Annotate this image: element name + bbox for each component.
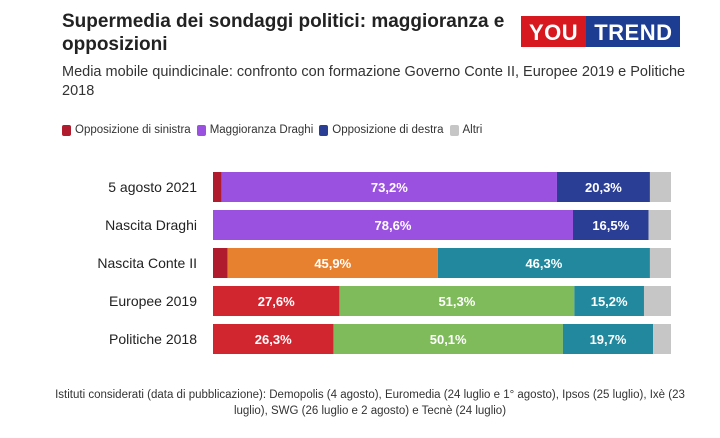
bar-segment bbox=[213, 286, 340, 316]
stacked-bar-chart: 5 agosto 2021 73,2% 20,3% Nascita Draghi 78,… bbox=[97, 172, 671, 354]
category-label: Nascita Conte II bbox=[97, 255, 197, 271]
bar-segment bbox=[213, 324, 334, 354]
legend-item-altri: Altri bbox=[449, 124, 483, 136]
data-label: 45,9% bbox=[314, 256, 351, 271]
bar-segment bbox=[333, 324, 563, 354]
data-label: 50,1% bbox=[430, 332, 467, 347]
bar-segment bbox=[653, 324, 671, 354]
bar-segment bbox=[221, 172, 557, 202]
bar-segment bbox=[649, 172, 671, 202]
bar-segment bbox=[339, 286, 575, 316]
bar-segment bbox=[562, 324, 654, 354]
data-label: 15,2% bbox=[591, 294, 628, 309]
legend-item-opposizione-sinistra: Opposizione di sinistra bbox=[62, 124, 191, 136]
logo-trend: TREND bbox=[586, 16, 681, 47]
bar-segment bbox=[437, 248, 650, 278]
legend-item-maggioranza-draghi: Maggioranza Draghi bbox=[196, 124, 314, 136]
data-label: 78,6% bbox=[375, 218, 412, 233]
legend-label: Opposizione di destra bbox=[332, 124, 444, 136]
bar-segment bbox=[213, 248, 228, 278]
legend-label: Opposizione di sinistra bbox=[75, 124, 191, 136]
category-label: Politiche 2018 bbox=[109, 331, 197, 347]
legend: Opposizione di sinistra Maggioranza Drag… bbox=[62, 124, 488, 136]
legend-label: Maggioranza Draghi bbox=[209, 124, 314, 136]
category-label: Nascita Draghi bbox=[105, 217, 197, 233]
legend-item-opposizione-destra: Opposizione di destra bbox=[319, 124, 444, 136]
chart-title: Supermedia dei sondaggi politici: maggio… bbox=[62, 11, 505, 55]
bar-segment bbox=[574, 286, 644, 316]
youtrend-logo: YOU TREND bbox=[521, 16, 681, 47]
legend-swatch bbox=[319, 124, 329, 136]
legend-swatch bbox=[196, 124, 206, 136]
category-label: 5 agosto 2021 bbox=[108, 179, 197, 195]
data-label: 73,2% bbox=[371, 180, 408, 195]
bar-segment bbox=[227, 248, 438, 278]
data-label: 16,5% bbox=[592, 218, 629, 233]
bar-segment bbox=[572, 210, 649, 240]
data-label: 19,7% bbox=[590, 332, 627, 347]
chart-subtitle: Media mobile quindicinale: confronto con… bbox=[62, 64, 686, 99]
bar-segment bbox=[213, 172, 222, 202]
legend-swatch bbox=[62, 124, 71, 136]
data-label: 46,3% bbox=[525, 256, 562, 271]
legend-label: Altri bbox=[462, 124, 483, 136]
bar-segment bbox=[643, 286, 671, 316]
category-label: Europee 2019 bbox=[109, 293, 197, 309]
bar-segment bbox=[648, 210, 671, 240]
bar-segment bbox=[213, 210, 573, 240]
data-label: 51,3% bbox=[438, 294, 475, 309]
data-label: 27,6% bbox=[258, 294, 295, 309]
legend-swatch bbox=[449, 124, 459, 136]
data-label: 26,3% bbox=[255, 332, 292, 347]
logo-you: YOU bbox=[521, 16, 587, 47]
footnote: Istituti considerati (data di pubblicazi… bbox=[55, 389, 685, 417]
bar-segment bbox=[556, 172, 650, 202]
data-label: 20,3% bbox=[585, 180, 622, 195]
bar-segment bbox=[649, 248, 671, 278]
